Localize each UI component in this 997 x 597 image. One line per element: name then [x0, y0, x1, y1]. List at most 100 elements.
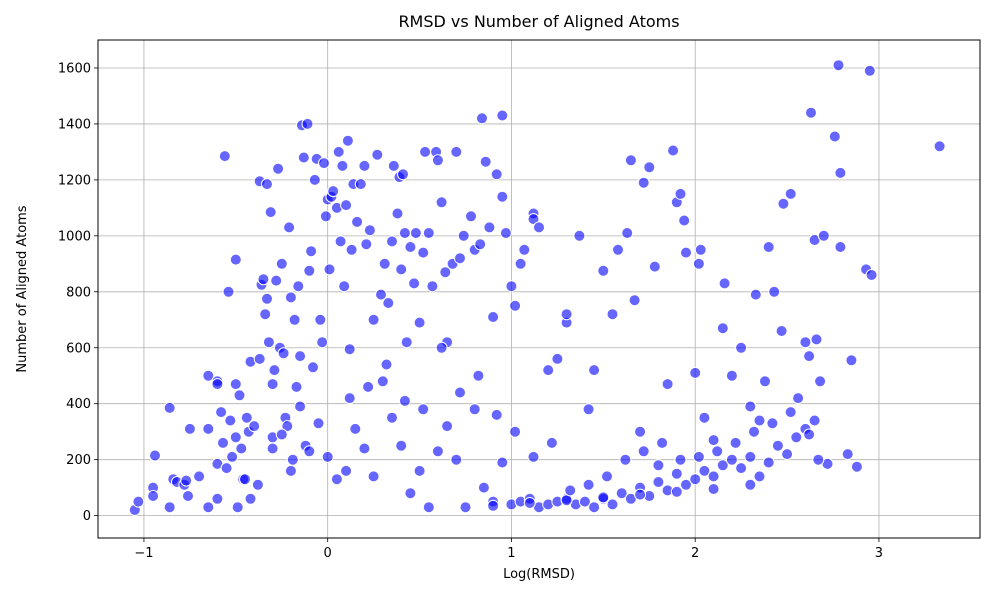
data-point — [698, 411, 711, 424]
data-point — [367, 313, 380, 326]
data-point — [229, 378, 242, 391]
data-point — [707, 434, 720, 447]
data-point — [294, 400, 307, 413]
data-point — [707, 470, 720, 483]
data-point — [606, 308, 619, 321]
data-point — [637, 176, 650, 189]
data-point — [400, 336, 413, 349]
data-point — [784, 187, 797, 200]
data-point — [771, 439, 784, 452]
data-point — [634, 488, 647, 501]
data-point — [832, 59, 845, 72]
data-point — [477, 481, 490, 494]
data-point — [435, 341, 448, 354]
data-point — [812, 453, 825, 466]
data-point — [711, 445, 724, 458]
data-point — [229, 431, 242, 444]
data-point — [716, 459, 729, 472]
data-point — [217, 436, 229, 449]
data-point — [272, 162, 285, 175]
data-point — [363, 224, 376, 237]
data-points — [128, 59, 946, 516]
data-point — [426, 280, 439, 293]
data-point — [689, 366, 702, 379]
data-point — [850, 460, 863, 473]
data-point — [239, 473, 251, 486]
data-point — [163, 501, 176, 514]
data-point — [597, 491, 610, 504]
data-point — [286, 453, 299, 466]
data-point — [792, 392, 805, 405]
data-point — [312, 417, 325, 430]
data-point — [707, 483, 720, 495]
data-point — [692, 450, 705, 463]
data-point — [431, 445, 444, 458]
data-point — [476, 112, 488, 125]
data-point — [386, 235, 398, 248]
data-point — [351, 215, 364, 228]
data-point — [398, 227, 411, 239]
data-point — [202, 369, 215, 382]
data-point — [343, 343, 356, 356]
data-point — [582, 403, 595, 416]
data-point — [564, 484, 577, 497]
data-point — [202, 422, 215, 435]
data-point — [259, 308, 272, 321]
data-point — [652, 476, 665, 488]
x-tick-label: −1 — [134, 546, 153, 561]
data-point — [674, 453, 687, 466]
data-point — [588, 364, 601, 377]
data-point — [725, 453, 738, 466]
data-point — [670, 485, 683, 498]
y-axis-label: Number of Aligned Atoms — [15, 205, 30, 372]
data-point — [226, 450, 239, 463]
data-point — [817, 229, 830, 242]
data-point — [244, 492, 257, 505]
data-point — [766, 417, 779, 430]
data-point — [735, 341, 748, 354]
data-point — [863, 64, 876, 77]
data-point — [694, 243, 707, 256]
data-point — [319, 210, 332, 223]
data-point — [828, 130, 841, 143]
data-point — [334, 235, 347, 248]
data-point — [597, 264, 610, 277]
data-point — [235, 442, 248, 455]
data-point — [601, 470, 613, 483]
data-point — [483, 221, 496, 234]
data-point — [808, 414, 821, 427]
data-point — [182, 490, 194, 502]
y-tick-label: 1600 — [58, 61, 91, 76]
data-point — [753, 414, 766, 427]
data-point — [132, 495, 145, 508]
data-point — [784, 406, 797, 419]
data-point — [288, 313, 301, 326]
data-point — [229, 253, 242, 266]
data-point — [281, 420, 294, 433]
data-point — [323, 263, 336, 276]
data-point — [457, 229, 470, 242]
data-point — [674, 187, 687, 200]
data-point — [419, 145, 432, 158]
data-point — [612, 243, 624, 256]
data-point — [670, 467, 683, 480]
data-point — [378, 257, 391, 270]
data-point — [360, 238, 373, 251]
data-point — [845, 354, 858, 367]
x-tick-label: 2 — [691, 546, 699, 561]
data-point — [318, 157, 330, 170]
data-point — [509, 425, 522, 438]
y-tick-label: 0 — [83, 509, 91, 524]
data-point — [395, 439, 408, 452]
data-point — [496, 456, 509, 469]
data-point — [803, 350, 816, 363]
x-tick-label: 1 — [507, 546, 515, 561]
data-point — [514, 257, 527, 270]
data-point — [431, 154, 444, 167]
data-point — [680, 478, 692, 491]
data-point — [332, 145, 345, 158]
data-point — [799, 336, 812, 349]
data-point — [781, 448, 794, 461]
data-point — [316, 336, 329, 349]
